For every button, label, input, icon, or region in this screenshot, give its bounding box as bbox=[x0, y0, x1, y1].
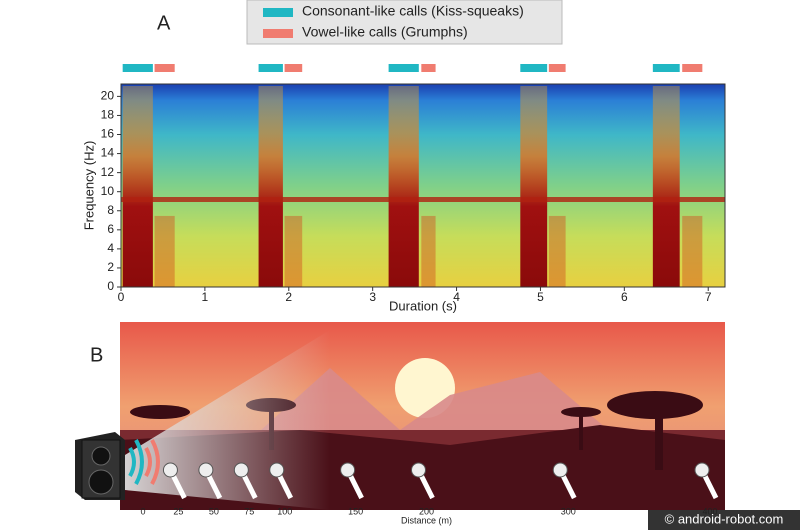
call-energy bbox=[421, 215, 436, 287]
panel-label: A bbox=[157, 12, 171, 34]
y-tick-label: 12 bbox=[101, 165, 115, 179]
x-tick-label: 25 bbox=[173, 506, 183, 516]
x-tick-label: 7 bbox=[705, 290, 712, 304]
microphone-head bbox=[411, 462, 426, 478]
microphone-head bbox=[269, 462, 285, 478]
legend-box bbox=[246, 0, 563, 45]
x-tick-label: 200 bbox=[419, 506, 434, 516]
call-energy bbox=[122, 86, 153, 287]
x-tick-label: 5 bbox=[537, 290, 544, 304]
x-tick-label: 75 bbox=[244, 506, 254, 516]
call-energy bbox=[520, 86, 548, 287]
y-tick-label: 2 bbox=[107, 260, 114, 274]
x-tick-label: 1 bbox=[202, 290, 209, 304]
call-energy bbox=[652, 86, 680, 287]
legend-swatch bbox=[263, 29, 293, 38]
x-tick-label: 300 bbox=[561, 506, 576, 516]
call-bar bbox=[284, 64, 303, 72]
y-tick-label: 4 bbox=[107, 241, 114, 255]
call-bar bbox=[520, 64, 548, 72]
legend-swatch bbox=[263, 8, 293, 17]
microphone-head bbox=[340, 462, 356, 478]
y-tick-label: 6 bbox=[107, 222, 114, 236]
microphone-head bbox=[198, 462, 214, 478]
x-tick-label: 400 bbox=[702, 506, 717, 516]
panel-label: B bbox=[90, 344, 103, 366]
x-axis-label: Distance (m) bbox=[401, 515, 452, 525]
call-energy bbox=[548, 215, 566, 287]
x-axis-label: Duration (s) bbox=[389, 298, 457, 313]
call-bar bbox=[652, 64, 680, 72]
legend-label: Consonant-like calls (Kiss-squeaks) bbox=[302, 3, 524, 19]
microphone-head bbox=[694, 462, 710, 478]
x-tick-label: 50 bbox=[209, 506, 219, 516]
call-bar bbox=[682, 64, 703, 72]
x-tick-label: 4 bbox=[453, 290, 460, 304]
x-tick-label: 2 bbox=[285, 290, 292, 304]
call-bar bbox=[421, 64, 436, 72]
y-axis-label: Frequency (Hz) bbox=[81, 141, 96, 231]
call-energy bbox=[388, 86, 419, 287]
call-energy bbox=[154, 215, 175, 287]
y-tick-label: 0 bbox=[107, 279, 114, 293]
watermark: © android-robot.com bbox=[665, 511, 784, 526]
y-tick-label: 10 bbox=[101, 184, 115, 198]
plot-frame bbox=[120, 83, 726, 288]
y-tick-label: 18 bbox=[101, 108, 115, 122]
microphone-head bbox=[233, 462, 249, 478]
y-tick-label: 8 bbox=[107, 203, 114, 217]
call-bar bbox=[548, 64, 566, 72]
mountains bbox=[250, 368, 620, 440]
x-tick-label: 100 bbox=[277, 506, 292, 516]
y-tick-label: 16 bbox=[101, 127, 115, 141]
y-tick-label: 14 bbox=[101, 146, 115, 160]
x-tick-label: 3 bbox=[369, 290, 376, 304]
call-bar bbox=[388, 64, 419, 72]
call-bar bbox=[122, 64, 153, 72]
y-tick-label: 20 bbox=[101, 89, 115, 103]
spectrogram bbox=[121, 84, 725, 287]
microphone-head bbox=[162, 462, 178, 478]
legend-label: Vowel-like calls (Grumphs) bbox=[302, 24, 468, 40]
x-tick-label: 0 bbox=[140, 506, 145, 516]
x-tick-label: 0 bbox=[118, 290, 125, 304]
call-energy bbox=[682, 215, 703, 287]
x-tick-label: 6 bbox=[621, 290, 628, 304]
speaker bbox=[75, 432, 160, 500]
call-energy bbox=[284, 215, 303, 287]
watermark-box bbox=[648, 510, 800, 530]
noise-band bbox=[121, 197, 725, 202]
microphone-head bbox=[552, 462, 568, 478]
call-bar bbox=[154, 64, 175, 72]
call-bar bbox=[258, 64, 283, 72]
call-energy bbox=[258, 86, 283, 287]
x-tick-label: 150 bbox=[348, 506, 363, 516]
